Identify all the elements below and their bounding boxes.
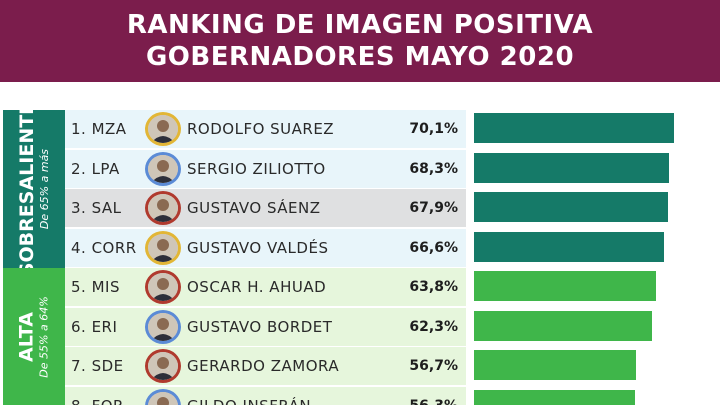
group-range-text: De 55% a 64% (38, 295, 51, 378)
province-code: 5. MIS (71, 278, 120, 296)
province-code: 2. LPA (71, 159, 120, 178)
bar (474, 389, 635, 405)
group-range-text: De 65% a más (38, 148, 51, 230)
group-label-alta: ALTA De 55% a 64% (3, 268, 65, 405)
value-label: 67,9% (409, 200, 458, 216)
bar (474, 271, 656, 301)
governor-avatar-icon (145, 349, 181, 383)
bar (474, 192, 668, 222)
governor-name: GERARDO ZAMORA (187, 357, 340, 375)
chart-title-line1: RANKING DE IMAGEN POSITIVA (126, 10, 594, 40)
governor-name: GILDO INSFRÁN (187, 387, 311, 405)
ranking-row: 8. FOR GILDO INSFRÁN 56,3% (65, 386, 466, 405)
value-label: 66,6% (409, 239, 458, 256)
governor-name: GUSTAVO SÁENZ (187, 199, 321, 217)
province-code: 8. FOR (71, 387, 124, 405)
value-label: 56,7% (409, 358, 458, 374)
governor-name: GUSTAVO VALDÉS (187, 238, 329, 257)
chart-header: RANKING DE IMAGEN POSITIVA GOBERNADORES … (0, 0, 720, 82)
bar (474, 113, 674, 143)
governor-avatar-icon (145, 270, 181, 304)
chart-title-line2: GOBERNADORES MAYO 2020 (145, 42, 575, 72)
bar (474, 231, 664, 262)
bar-area (466, 110, 720, 405)
group-label-text: SOBRESALIENTE (16, 101, 38, 277)
ranking-row: 2. LPA SERGIO ZILIOTTO 68,3% (65, 149, 466, 188)
ranking-row: 5. MIS OSCAR H. AHUAD 63,8% (65, 268, 466, 306)
bar (474, 152, 669, 183)
value-label: 68,3% (409, 160, 458, 177)
ranking-row: 4. CORR GUSTAVO VALDÉS 66,6% (65, 228, 466, 267)
bar (474, 350, 636, 380)
value-label: 62,3% (409, 318, 458, 335)
governor-avatar-icon (145, 230, 181, 265)
governor-name: OSCAR H. AHUAD (187, 278, 327, 296)
governor-avatar-icon (145, 151, 181, 186)
group-label-text: ALTA (16, 311, 38, 362)
province-code: 6. ERI (71, 317, 118, 336)
governor-name: SERGIO ZILIOTTO (187, 159, 326, 178)
ranking-row: 1. MZA RODOLFO SUAREZ 70,1% (65, 110, 466, 148)
governor-avatar-icon (145, 309, 181, 344)
ranking-row: 3. SAL GUSTAVO SÁENZ 67,9% (65, 189, 466, 227)
province-code: 1. MZA (71, 120, 127, 138)
value-label: 56,3% (409, 387, 458, 405)
value-label: 63,8% (409, 279, 458, 295)
province-code: 3. SAL (71, 199, 122, 217)
group-label-sobresaliente: SOBRESALIENTE De 65% a más (3, 102, 65, 276)
province-code: 7. SDE (71, 357, 124, 375)
governor-avatar-icon (145, 388, 181, 405)
bar (474, 310, 652, 341)
ranking-row: 6. ERI GUSTAVO BORDET 62,3% (65, 307, 466, 346)
value-label: 70,1% (409, 121, 458, 137)
header-spacer (0, 82, 720, 110)
governor-name: RODOLFO SUAREZ (187, 120, 335, 138)
ranking-row: 7. SDE GERARDO ZAMORA 56,7% (65, 347, 466, 385)
governor-avatar-icon (145, 191, 181, 225)
governor-name: GUSTAVO BORDET (187, 317, 333, 336)
governor-avatar-icon (145, 112, 181, 146)
province-code: 4. CORR (71, 238, 137, 257)
